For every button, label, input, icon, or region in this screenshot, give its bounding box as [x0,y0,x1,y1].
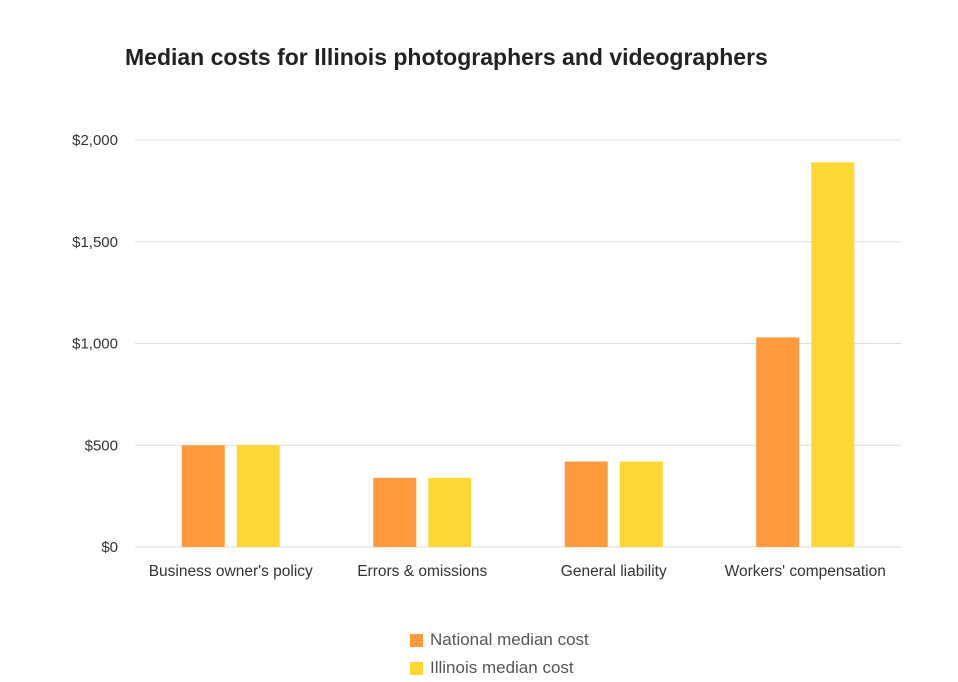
bar-illinois [428,477,472,547]
x-category-label: Errors & omissions [357,563,487,580]
bars [181,162,855,547]
legend: National median cost Illinois median cos… [410,626,589,682]
y-axis-tick-labels: $0 $500 $1,000 $1,500 $2,000 [72,132,118,556]
y-tick-label: $500 [85,437,118,454]
x-category-label: Business owner's policy [149,563,313,580]
legend-swatch-illinois [410,661,423,675]
legend-item-national: National median cost [410,626,589,654]
bar-illinois [236,445,280,547]
y-tick-label: $2,000 [72,132,118,149]
bar-national [373,477,417,547]
legend-label-national: National median cost [430,630,589,649]
bar-illinois [811,162,855,547]
x-category-label: Workers' compensation [725,563,886,580]
y-tick-label: $1,500 [72,234,118,251]
legend-item-illinois: Illinois median cost [410,654,589,682]
y-tick-label: $1,000 [72,336,118,353]
chart-title: Median costs for Illinois photographers … [125,44,768,70]
bar-illinois [619,461,663,547]
bar-national [564,461,608,547]
bar-national [181,445,225,547]
legend-label-illinois: Illinois median cost [430,658,574,677]
y-tick-label: $0 [101,539,118,556]
x-axis-category-labels: Business owner's policy Errors & omission… [149,563,886,580]
legend-swatch-national [410,633,423,647]
x-category-label: General liability [561,563,667,580]
bar-national [756,337,800,547]
